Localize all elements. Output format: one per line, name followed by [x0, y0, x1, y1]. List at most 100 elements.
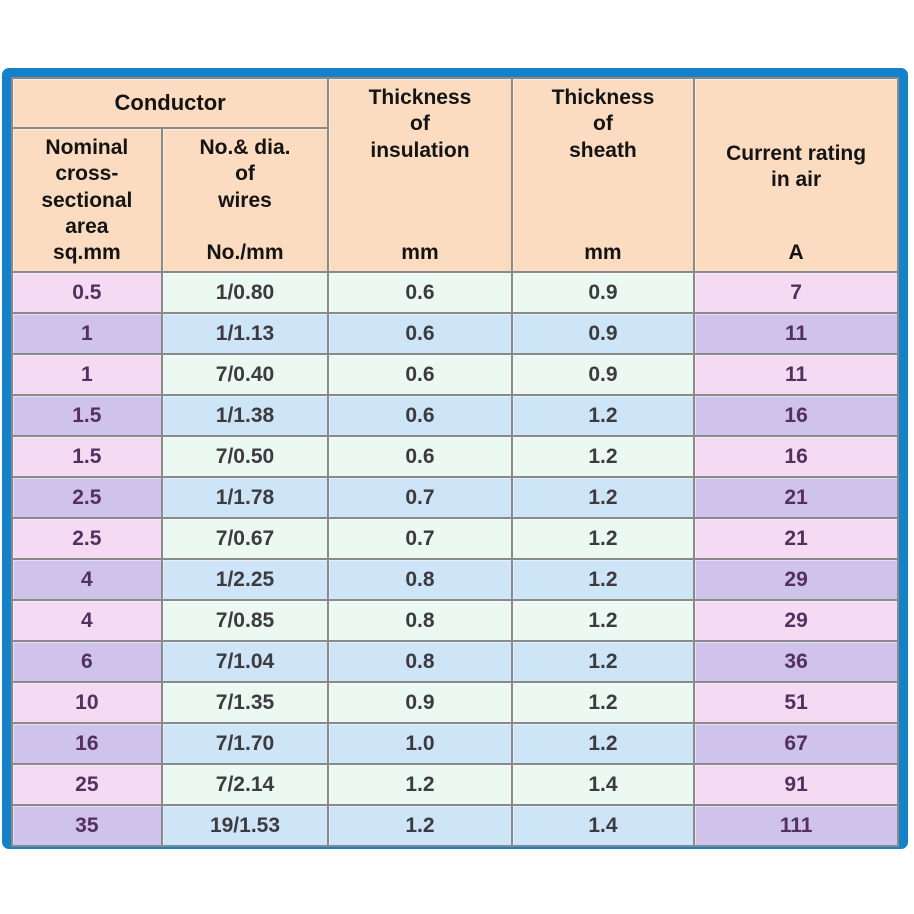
cell-sheath: 1.4 — [510, 804, 696, 848]
cell-current: 51 — [693, 681, 899, 725]
cell-current: 67 — [693, 722, 899, 766]
header-current-label: Current rating in air — [726, 142, 867, 192]
header-nominal-content: Nominal cross- sectional area sq.mm — [13, 129, 161, 271]
cell-sheath: 0.9 — [510, 312, 696, 356]
header-sheath-label: Thickness of sheath — [551, 86, 655, 162]
cell-wires: 1/0.80 — [160, 271, 330, 315]
table-row: 25 7/2.14 1.2 1.4 91 — [11, 763, 899, 807]
cell-current: 7 — [693, 271, 899, 315]
cell-sheath: 1.2 — [510, 435, 696, 479]
table-row: 0.5 1/0.80 0.6 0.9 7 — [11, 271, 899, 315]
cell-current: 111 — [693, 804, 899, 848]
header-wires-content: No.& dia. of wires No./mm — [163, 129, 328, 271]
header-sheath-thickness: Thickness of sheath mm — [510, 76, 696, 274]
cell-wires: 7/1.35 — [160, 681, 330, 725]
cell-insulation: 0.6 — [327, 271, 513, 315]
cell-wires: 7/2.14 — [160, 763, 330, 807]
cell-current: 11 — [693, 312, 899, 356]
header-nominal-label: Nominal cross- sectional area — [41, 136, 133, 238]
cell-sheath: 1.2 — [510, 558, 696, 602]
header-wires-unit: No./mm — [206, 241, 284, 264]
header-sub-row: Nominal cross- sectional area sq.mm No.&… — [11, 126, 898, 274]
cell-current: 29 — [693, 558, 899, 602]
cell-insulation: 1.2 — [327, 763, 513, 807]
header-insulation-content: Thickness of insulation mm — [329, 79, 510, 271]
cell-sheath: 0.9 — [510, 353, 696, 397]
cell-sheath: 1.2 — [510, 640, 696, 684]
cell-wires: 7/0.50 — [160, 435, 330, 479]
cell-wires: 7/1.70 — [160, 722, 330, 766]
cell-wires: 1/2.25 — [160, 558, 330, 602]
cell-wires: 7/0.67 — [160, 517, 330, 561]
cell-wires: 7/0.40 — [160, 353, 330, 397]
cable-spec-table-frame: Conductor Thickness of insulation mm Thi… — [2, 68, 908, 849]
cell-current: 21 — [693, 517, 899, 561]
header-sheath-content: Thickness of sheath mm — [513, 79, 694, 271]
cell-current: 16 — [693, 435, 899, 479]
table-row: 1.5 7/0.50 0.6 1.2 16 — [11, 435, 899, 479]
cell-nominal-area: 2.5 — [11, 517, 163, 561]
cell-nominal-area: 1 — [11, 312, 163, 356]
table-row: 2.5 7/0.67 0.7 1.2 21 — [11, 517, 899, 561]
table-row: 6 7/1.04 0.8 1.2 36 — [11, 640, 899, 684]
table-body: 0.5 1/0.80 0.6 0.9 7 1 1/1.13 0.6 0.9 11 1 7/0.40 0.… — [11, 271, 899, 848]
cell-wires: 1/1.13 — [160, 312, 330, 356]
cell-nominal-area: 1.5 — [11, 435, 163, 479]
table-row: 2.5 1/1.78 0.7 1.2 21 — [11, 476, 899, 520]
cell-sheath: 1.4 — [510, 763, 696, 807]
cell-nominal-area: 10 — [11, 681, 163, 725]
cell-sheath: 1.2 — [510, 681, 696, 725]
table-row: 16 7/1.70 1.0 1.2 67 — [11, 722, 899, 766]
cell-insulation: 0.6 — [327, 353, 513, 397]
table-row: 10 7/1.35 0.9 1.2 51 — [11, 681, 899, 725]
header-wires: No.& dia. of wires No./mm — [160, 126, 330, 274]
header-insulation-label: Thickness of insulation — [368, 86, 472, 162]
cell-sheath: 0.9 — [510, 271, 696, 315]
cell-sheath: 1.2 — [510, 517, 696, 561]
cell-nominal-area: 6 — [11, 640, 163, 684]
cell-current: 36 — [693, 640, 899, 684]
cell-current: 11 — [693, 353, 899, 397]
cell-insulation: 1.0 — [327, 722, 513, 766]
cell-insulation: 0.9 — [327, 681, 513, 725]
header-wires-label: No.& dia. of wires — [199, 136, 291, 212]
cell-current: 16 — [693, 394, 899, 438]
cell-nominal-area: 16 — [11, 722, 163, 766]
cell-wires: 1/1.78 — [160, 476, 330, 520]
table-row: 4 1/2.25 0.8 1.2 29 — [11, 558, 899, 602]
header-insulation-thickness: Thickness of insulation mm — [327, 76, 513, 274]
table-row: 35 19/1.53 1.2 1.4 111 — [11, 804, 899, 848]
cell-insulation: 0.7 — [327, 517, 513, 561]
header-current-rating: Current rating in air A — [693, 76, 899, 274]
table-row: 1 1/1.13 0.6 0.9 11 — [11, 312, 899, 356]
cell-nominal-area: 1 — [11, 353, 163, 397]
cell-insulation: 0.6 — [327, 435, 513, 479]
cell-sheath: 1.2 — [510, 394, 696, 438]
header-conductor-group: Conductor — [10, 77, 330, 129]
cell-wires: 19/1.53 — [160, 804, 330, 848]
cell-nominal-area: 0.5 — [11, 271, 163, 315]
cell-nominal-area: 35 — [11, 804, 163, 848]
table-row: 1 7/0.40 0.6 0.9 11 — [11, 353, 899, 397]
header-nominal-unit: sq.mm — [53, 241, 121, 264]
cell-sheath: 1.2 — [510, 599, 696, 643]
header-current-content: Current rating in air A — [695, 79, 897, 271]
cell-current: 21 — [693, 476, 899, 520]
cell-nominal-area: 4 — [11, 558, 163, 602]
cell-insulation: 0.8 — [327, 640, 513, 684]
table-header: Conductor Thickness of insulation mm Thi… — [10, 76, 899, 274]
cell-nominal-area: 25 — [11, 763, 163, 807]
cell-sheath: 1.2 — [510, 476, 696, 520]
header-nominal-area: Nominal cross- sectional area sq.mm — [11, 126, 163, 274]
cell-sheath: 1.2 — [510, 722, 696, 766]
cell-nominal-area: 1.5 — [11, 394, 163, 438]
header-group-row: Conductor Thickness of insulation mm Thi… — [10, 76, 899, 274]
cell-nominal-area: 4 — [11, 599, 163, 643]
cell-insulation: 1.2 — [327, 804, 513, 848]
cell-wires: 1/1.38 — [160, 394, 330, 438]
cell-insulation: 0.7 — [327, 476, 513, 520]
cell-nominal-area: 2.5 — [11, 476, 163, 520]
cell-current: 29 — [693, 599, 899, 643]
cell-current: 91 — [693, 763, 899, 807]
